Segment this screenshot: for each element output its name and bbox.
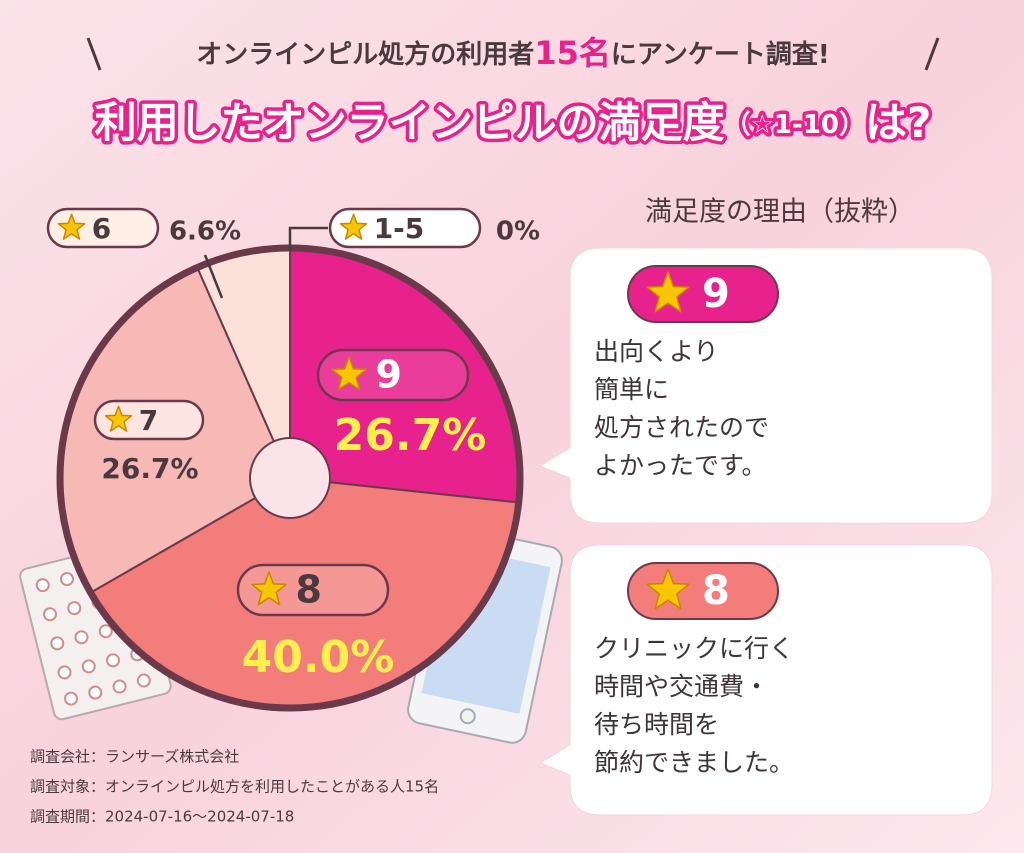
category-pill — [328, 207, 482, 249]
deco — [86, 37, 102, 71]
rating-label: 9 — [702, 271, 730, 317]
survey-note: 調査会社：ランサーズ株式会社 — [30, 748, 239, 766]
rating-label: 8 — [702, 568, 730, 614]
pie-hole — [249, 437, 331, 519]
category-label: 7 — [139, 404, 158, 437]
value-label: 6.6% — [169, 217, 241, 247]
subtitle-part: オンラインピル処方の利用者 — [196, 39, 534, 70]
star-icon — [57, 213, 86, 240]
star-icon — [646, 568, 690, 610]
value-label: 26.7% — [334, 410, 487, 461]
star-icon — [251, 571, 287, 606]
reason-line: 処方されたので — [594, 413, 769, 442]
reason-line: よかったです。 — [594, 451, 767, 480]
category-pill — [93, 399, 205, 441]
value-label: 0% — [496, 217, 540, 247]
reason-line: クリニックに行く — [594, 634, 794, 663]
value-label: 26.7% — [101, 452, 198, 485]
subtitle: オンラインピル処方の利用者15名にアンケート調査! — [196, 34, 829, 72]
value-label: 40.0% — [242, 632, 395, 683]
star-icon — [104, 405, 133, 432]
reason-line: 待ち時間を — [594, 710, 719, 739]
subtitle-highlight: 15名 — [534, 34, 611, 72]
title: 利用したオンラインピルの満足度（☆1-10）は? — [95, 98, 932, 147]
reason-line: 節約できました。 — [594, 748, 794, 777]
category-label: 9 — [376, 353, 402, 397]
reasons-heading: 満足度の理由（抜粋） — [645, 197, 915, 228]
reason-line: 簡単に — [594, 375, 669, 404]
category-label: 8 — [296, 568, 322, 612]
deco — [924, 37, 940, 71]
star-icon — [339, 213, 368, 240]
star-icon — [331, 356, 367, 391]
category-label: 6 — [92, 212, 111, 245]
category-pill — [46, 207, 160, 249]
title-part: （☆1-10） — [725, 110, 865, 140]
star-icon — [646, 271, 690, 313]
survey-note: 調査対象：オンラインピル処方を利用したことがある人15名 — [30, 778, 439, 796]
subtitle-part: にアンケート調査! — [611, 39, 830, 70]
leader-line — [288, 226, 328, 250]
title-part: 利用したオンラインピルの満足度 — [95, 98, 725, 147]
reason-line: 時間や交通費・ — [594, 672, 769, 701]
reason-line: 出向くより — [594, 337, 719, 366]
leader-line — [203, 254, 224, 299]
title-part: は? — [865, 98, 931, 147]
survey-note: 調査期間：2024-07-16〜2024-07-18 — [30, 808, 294, 826]
category-label: 1-5 — [374, 212, 425, 245]
